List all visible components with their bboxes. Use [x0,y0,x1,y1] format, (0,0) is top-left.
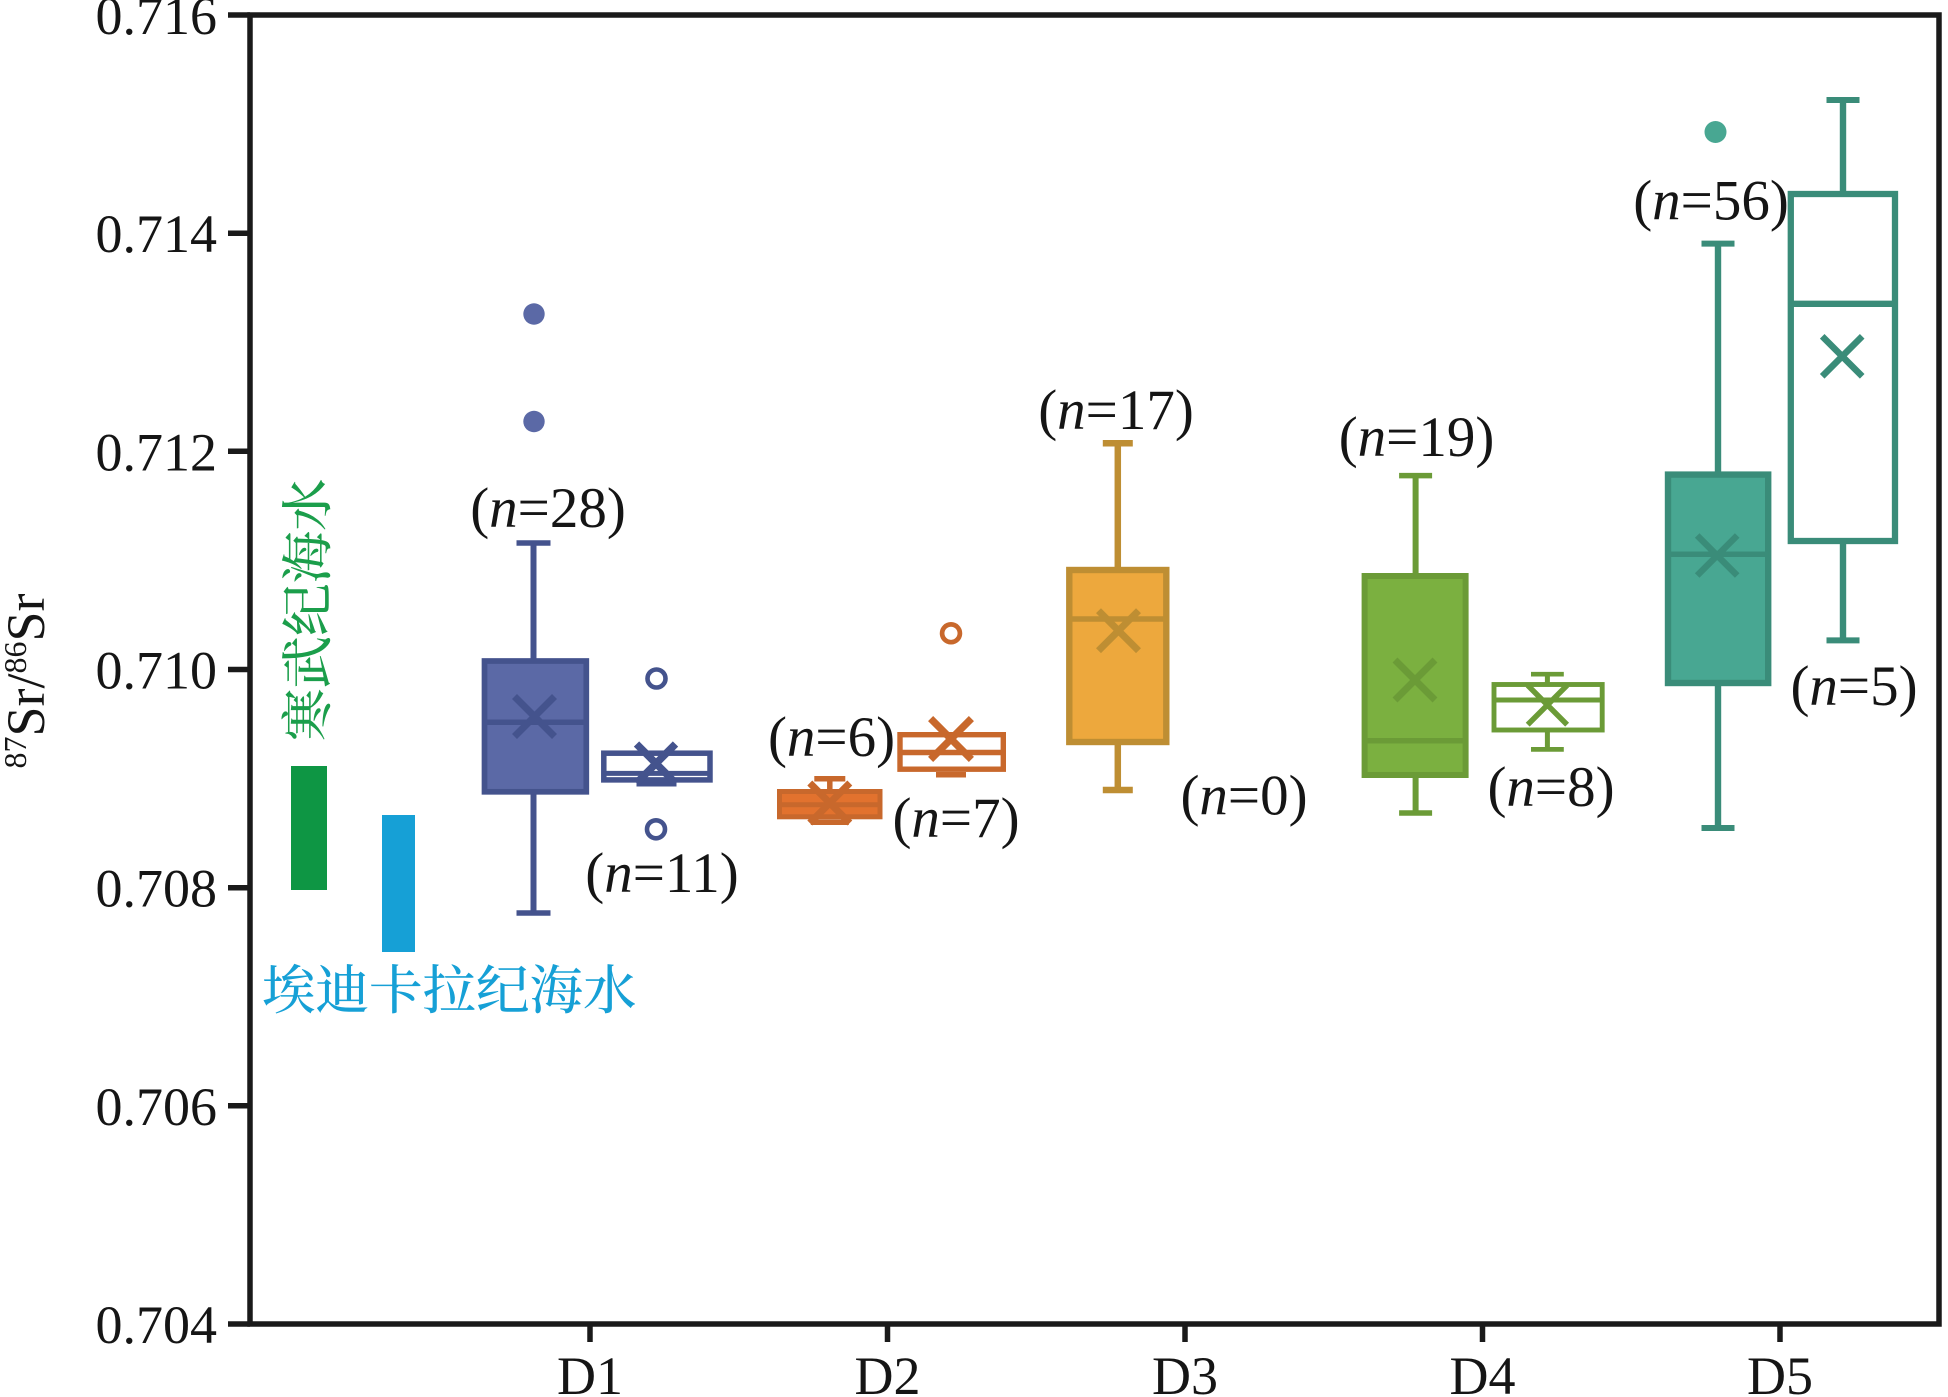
svg-text:D2: D2 [855,1346,921,1397]
svg-text:(n=11): (n=11) [585,842,739,905]
svg-text:(n=0): (n=0) [1180,765,1307,828]
svg-text:(n=19): (n=19) [1339,406,1495,469]
svg-text:0.708: 0.708 [96,859,218,919]
svg-text:(n=6): (n=6) [768,706,895,769]
svg-text:87Sr/86Sr: 87Sr/86Sr [0,593,56,768]
svg-text:0.712: 0.712 [96,422,218,482]
svg-text:D5: D5 [1747,1346,1813,1397]
svg-text:D3: D3 [1152,1346,1218,1397]
svg-text:(n=56): (n=56) [1633,170,1789,233]
svg-text:0.706: 0.706 [96,1077,218,1137]
svg-text:(n=28): (n=28) [470,477,626,540]
svg-text:(n=5): (n=5) [1790,655,1917,718]
svg-text:0.710: 0.710 [96,641,218,701]
svg-text:0.716: 0.716 [96,0,218,46]
svg-text:D4: D4 [1450,1346,1516,1397]
svg-text:(n=17): (n=17) [1038,379,1194,442]
svg-text:0.704: 0.704 [96,1295,218,1355]
svg-text:D1: D1 [557,1346,623,1397]
svg-text:(n=8): (n=8) [1487,756,1614,819]
svg-text:(n=7): (n=7) [892,787,1019,850]
svg-text:0.714: 0.714 [96,204,218,264]
